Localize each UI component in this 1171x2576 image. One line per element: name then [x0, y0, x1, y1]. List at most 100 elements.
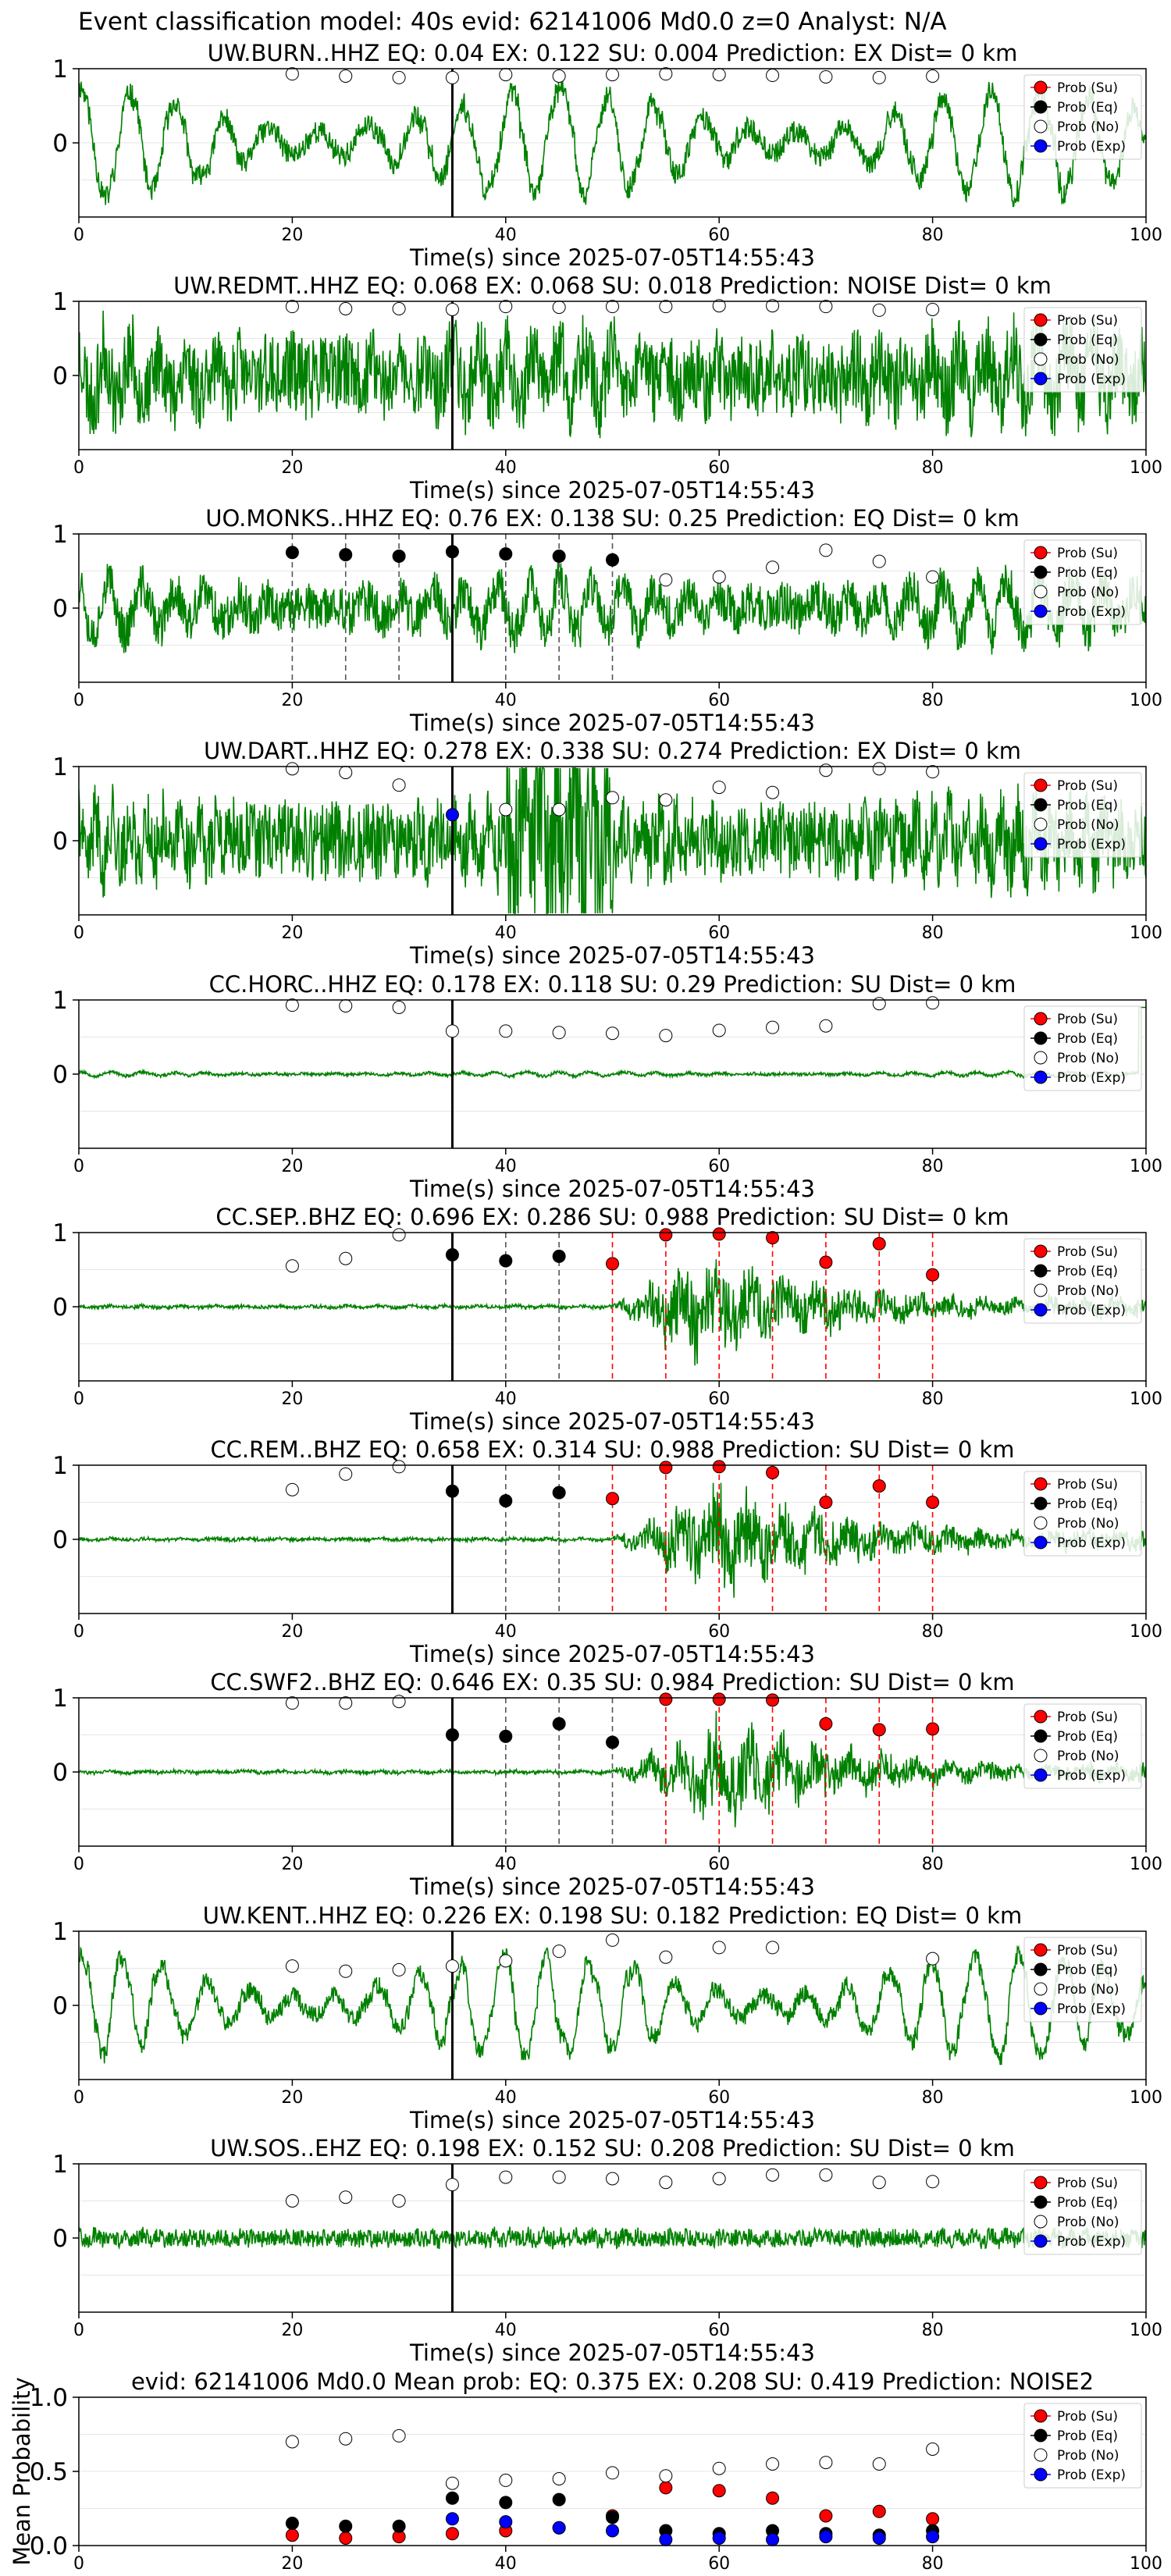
ytick-label: 1 [52, 1685, 68, 1713]
prob-point [766, 1466, 780, 1479]
prob-point [445, 2476, 459, 2490]
legend-box [1023, 1937, 1142, 2023]
legend-box [1023, 307, 1142, 393]
prob-point [926, 69, 940, 83]
legend-label: Prob (Eq) [1057, 1264, 1118, 1279]
legend-marker [1034, 2467, 1048, 2482]
xtick-label: 60 [708, 458, 730, 478]
xtick-label: 0 [73, 1389, 84, 1409]
xtick-label: 80 [922, 1389, 944, 1409]
xtick-label: 20 [281, 2088, 303, 2108]
xtick-label: 20 [281, 2321, 303, 2340]
prob-point [659, 1228, 673, 1242]
prob-point [606, 2510, 619, 2524]
prob-point [339, 548, 353, 562]
prob-point [339, 1964, 353, 1978]
xtick-label: 60 [708, 1389, 730, 1409]
xtick-label: 100 [1130, 458, 1162, 478]
xtick-label: 80 [922, 1622, 944, 1642]
prob-point [766, 69, 780, 83]
legend-label: Prob (No) [1057, 1982, 1119, 1998]
legend-marker [1034, 837, 1048, 851]
prob-point [499, 547, 513, 561]
xtick-label: 40 [495, 2554, 517, 2574]
panel-2: UW.REDMT..HHZ EQ: 0.068 EX: 0.068 SU: 0.… [52, 272, 1162, 503]
prob-point [392, 550, 406, 563]
prob-point [339, 766, 353, 780]
prob-point [392, 1228, 406, 1242]
x-axis-label: Time(s) since 2025-07-05T14:55:43 [409, 2107, 815, 2133]
prob-point [339, 2190, 353, 2204]
ytick-label: 1 [52, 521, 68, 549]
legend-marker [1034, 817, 1048, 831]
prob-point [499, 2170, 513, 2184]
prob-point [659, 2532, 673, 2546]
legend-label: Prob (Eq) [1057, 798, 1118, 813]
xtick-label: 40 [495, 2321, 517, 2340]
xtick-label: 0 [73, 691, 84, 710]
legend-label: Prob (Exp) [1057, 1303, 1126, 1318]
ytick-label: 0.0 [30, 2532, 68, 2560]
prob-point [766, 1231, 780, 1245]
legend-marker [1034, 139, 1048, 153]
prob-point [606, 1257, 619, 1271]
xtick-label: 20 [281, 1157, 303, 1176]
prob-point [285, 2528, 299, 2542]
prob-point [552, 1026, 566, 1040]
xtick-label: 40 [495, 923, 517, 943]
panel-6: CC.SEP..BHZ EQ: 0.696 EX: 0.286 SU: 0.98… [52, 1204, 1162, 1435]
legend-label: Prob (No) [1057, 585, 1119, 600]
panel-title: UW.REDMT..HHZ EQ: 0.068 EX: 0.068 SU: 0.… [173, 272, 1052, 299]
prob-point [392, 302, 406, 315]
prob-point [445, 1728, 459, 1742]
panel-title: evid: 62141006 Md0.0 Mean prob: EQ: 0.37… [131, 2368, 1094, 2395]
xtick-label: 100 [1130, 2321, 1162, 2340]
ytick-label: 1 [52, 2151, 68, 2179]
x-axis-label: Time(s) since 2025-07-05T14:55:43 [409, 1176, 815, 1202]
prob-point [872, 997, 886, 1011]
panel-10: UW.SOS..EHZ EQ: 0.198 EX: 0.152 SU: 0.20… [52, 2135, 1162, 2366]
legend-label: Prob (Su) [1057, 2176, 1118, 2191]
prob-point [872, 1236, 886, 1251]
legend-marker [1034, 2409, 1048, 2423]
legend-label: Prob (Su) [1057, 80, 1118, 96]
xtick-label: 100 [1130, 1622, 1162, 1642]
prob-point [606, 300, 619, 314]
legend-marker [1034, 1244, 1048, 1258]
ytick-label: 1 [52, 987, 68, 1015]
legend-marker [1034, 798, 1048, 812]
legend-label: Prob (Exp) [1057, 1535, 1126, 1551]
prob-point [819, 2456, 833, 2470]
prob-point [499, 1954, 513, 1968]
prob-point [766, 2491, 780, 2505]
prob-point [819, 543, 833, 557]
prob-point [499, 2496, 513, 2510]
legend-marker [1034, 565, 1048, 579]
xtick-label: 100 [1130, 2554, 1162, 2574]
prob-point [445, 808, 459, 822]
ytick-label: 0 [52, 1061, 68, 1089]
legend-marker [1034, 1749, 1048, 1763]
legend-label: Prob (Su) [1057, 1477, 1118, 1493]
ytick-label: 0 [52, 595, 68, 623]
prob-point [552, 802, 566, 817]
panel-title: UW.DART..HHZ EQ: 0.278 EX: 0.338 SU: 0.2… [204, 738, 1021, 764]
xtick-label: 0 [73, 1622, 84, 1642]
legend-marker [1034, 1264, 1048, 1278]
panel-9: UW.KENT..HHZ EQ: 0.226 EX: 0.198 SU: 0.1… [52, 1902, 1162, 2133]
prob-point [926, 302, 940, 316]
xtick-label: 20 [281, 923, 303, 943]
panel-7: CC.REM..BHZ EQ: 0.658 EX: 0.314 SU: 0.98… [52, 1436, 1162, 1667]
prob-point [285, 1696, 299, 1710]
legend-marker [1034, 1031, 1048, 1045]
xtick-label: 20 [281, 458, 303, 478]
prob-point [499, 2515, 513, 2529]
prob-point [926, 2175, 940, 2189]
xtick-label: 20 [281, 2554, 303, 2574]
prob-point [872, 1723, 886, 1737]
y-axis-label: Mean Probability [9, 2377, 35, 2566]
legend-marker [1034, 1943, 1048, 1957]
prob-point [339, 2519, 353, 2533]
prob-point [766, 785, 780, 799]
